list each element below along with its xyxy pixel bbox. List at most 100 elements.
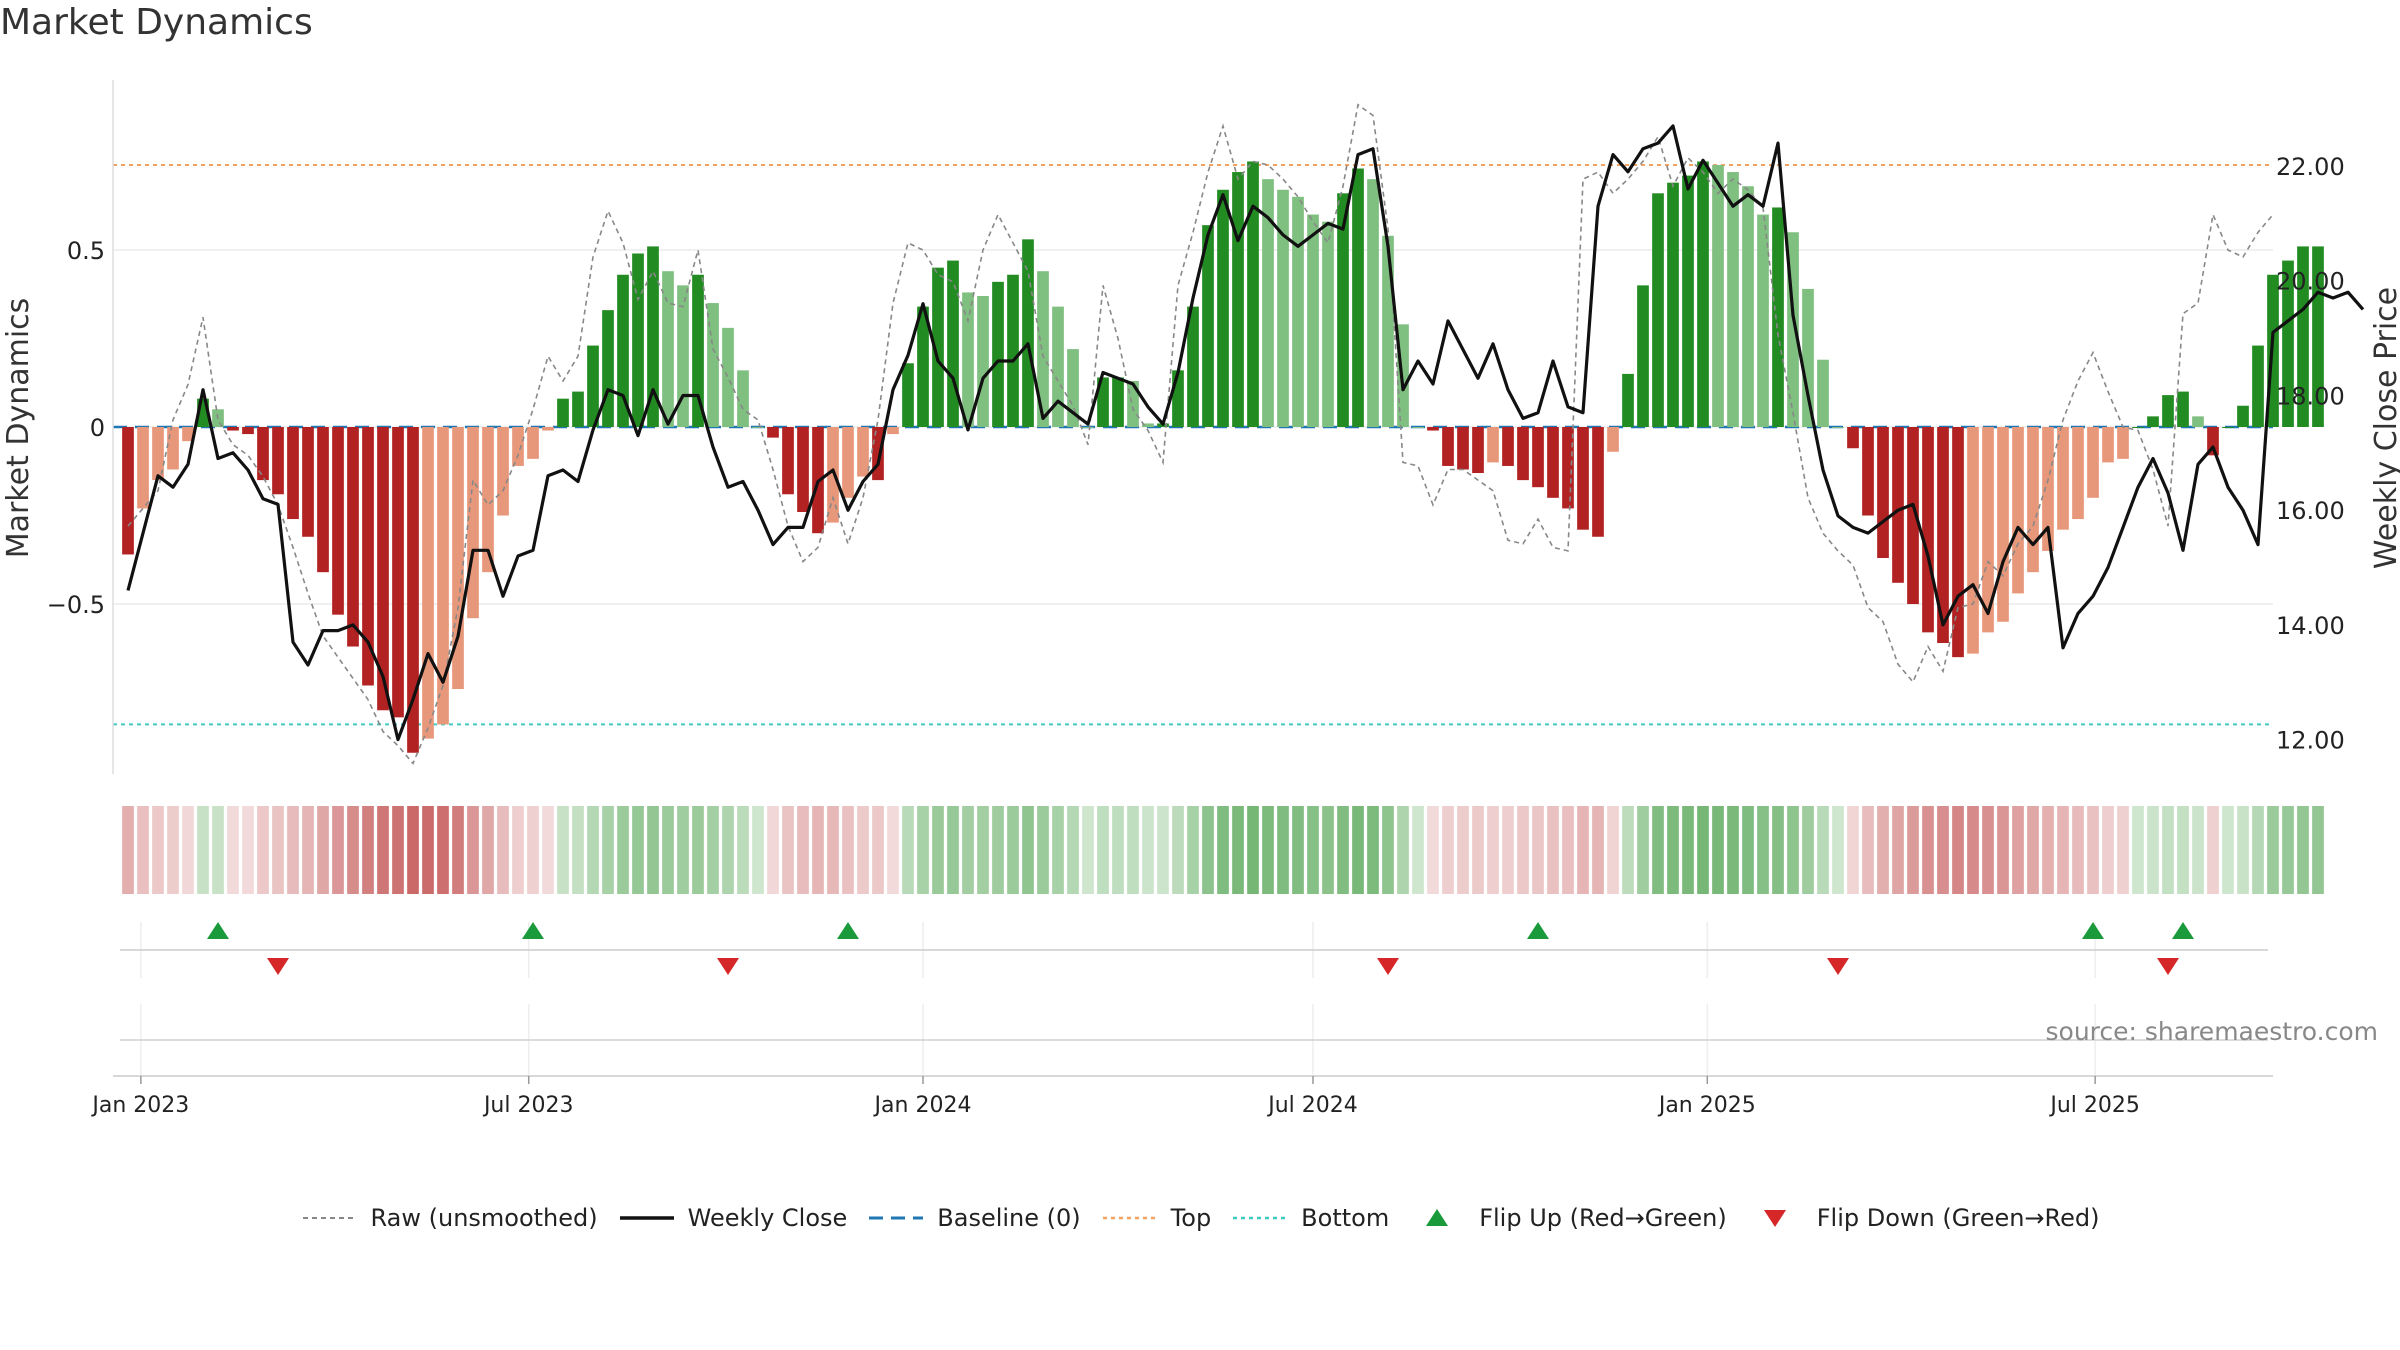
heat-cell [1487, 806, 1499, 894]
heat-cell [1412, 806, 1424, 894]
bar [407, 427, 419, 753]
heat-cell [1277, 806, 1289, 894]
y2-tick-label: 20.00 [2276, 268, 2345, 296]
heat-cell [347, 806, 359, 894]
heat-cell [2207, 806, 2219, 894]
bar [377, 427, 389, 711]
heat-cell [1712, 806, 1724, 894]
heat-cell [2312, 806, 2324, 894]
bar [2237, 405, 2249, 427]
flip-down-marker [717, 958, 739, 975]
heat-cell [2042, 806, 2054, 894]
heat-cell [1382, 806, 1394, 894]
bar [1637, 285, 1649, 427]
heat-cell [512, 806, 524, 894]
bar [497, 427, 509, 516]
heat-cell [692, 806, 704, 894]
y2-tick-label: 22.00 [2276, 153, 2345, 181]
heat-cell [317, 806, 329, 894]
flip-up-marker [2082, 922, 2104, 939]
heat-cell [2147, 806, 2159, 894]
heat-cell [1997, 806, 2009, 894]
heat-cell [2102, 806, 2114, 894]
heat-cell [1892, 806, 1904, 894]
heat-cell [1817, 806, 1829, 894]
bar [542, 427, 554, 431]
bar [1457, 427, 1469, 470]
legend-item-bottom: Bottom [1231, 1204, 1389, 1232]
bars [122, 161, 2324, 753]
bar [1262, 179, 1274, 427]
bar [1922, 427, 1934, 633]
bar [1007, 274, 1019, 427]
bar [227, 427, 239, 431]
legend-swatch-flipup [1426, 1209, 1449, 1226]
bar [1382, 235, 1394, 427]
bar [362, 427, 374, 686]
heat-cell [1877, 806, 1889, 894]
heat-cell [767, 806, 779, 894]
legend-swatch-bottom [1233, 1216, 1288, 1220]
bar [1982, 427, 1994, 633]
bar [2252, 345, 2264, 427]
heat-cell [332, 806, 344, 894]
heat-cell [797, 806, 809, 894]
bar [2132, 427, 2144, 428]
bar [1892, 427, 1904, 583]
bar [1322, 221, 1334, 427]
bar [197, 398, 209, 427]
heat-cell [1952, 806, 1964, 894]
bar [1937, 427, 1949, 643]
x-tick-label: Jan 2023 [90, 1093, 189, 1118]
heat-cell [1697, 806, 1709, 894]
bar [512, 427, 524, 466]
bar [1682, 175, 1694, 427]
heat-cell [2252, 806, 2264, 894]
heat-cell [647, 806, 659, 894]
heat-cell [1802, 806, 1814, 894]
heat-cell [1442, 806, 1454, 894]
bar [257, 427, 269, 481]
flip-up-marker [837, 922, 859, 939]
heat-cell [182, 806, 194, 894]
heat-cell [1667, 806, 1679, 894]
y-tick-label: −0.5 [47, 591, 105, 619]
bar [1277, 189, 1289, 427]
x-tick-label: Jul 2024 [1266, 1093, 1358, 1118]
bar [617, 274, 629, 427]
heat-cell [557, 806, 569, 894]
legend: Raw (unsmoothed) Weekly Close Baseline (0)… [0, 1204, 2400, 1232]
heat-cell [362, 806, 374, 894]
heat-cell [1562, 806, 1574, 894]
bar [1067, 349, 1079, 427]
bar [242, 427, 254, 435]
heat-cell [632, 806, 644, 894]
bar [2042, 427, 2054, 551]
heat-cell [2027, 806, 2039, 894]
legend-swatch-top [1102, 1216, 1157, 1220]
flip-down-marker [1377, 958, 1399, 975]
flip-down-marker [1827, 958, 1849, 975]
bar [1187, 306, 1199, 427]
heat-cell [2087, 806, 2099, 894]
bar [422, 427, 434, 739]
bar [1517, 427, 1529, 481]
bar [932, 267, 944, 427]
bar [2012, 427, 2024, 594]
bar [1097, 377, 1109, 427]
legend-swatch-raw [302, 1217, 357, 1219]
bar [1652, 193, 1664, 427]
heat-cell [1532, 806, 1544, 894]
axes: −0.5 0 0.5 12.00 14.00 16.00 18.00 20.00 22.00 [47, 80, 2345, 774]
heat-cell [947, 806, 959, 894]
bar [287, 427, 299, 520]
heat-cell [587, 806, 599, 894]
bar [2027, 427, 2039, 573]
bar [1367, 179, 1379, 427]
heat-cell [2012, 806, 2024, 894]
flip-down-marker [2157, 958, 2179, 975]
heat-cell [377, 806, 389, 894]
heat-cell [1097, 806, 1109, 894]
heat-cell [2297, 806, 2309, 894]
